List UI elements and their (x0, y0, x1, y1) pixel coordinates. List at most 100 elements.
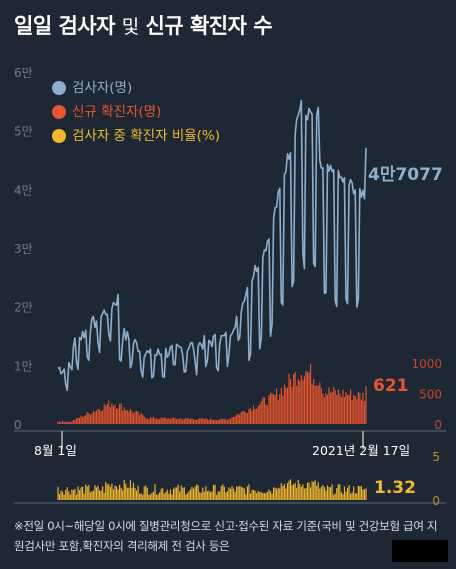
cases-bar (285, 387, 287, 424)
ratio-bar (283, 484, 285, 500)
cases-bar (242, 410, 244, 424)
ratio-bar (183, 487, 185, 500)
ratio-bar (263, 493, 265, 500)
ratio-bar (237, 486, 239, 500)
ratio-bar (308, 482, 310, 500)
ratio-bar (239, 485, 241, 500)
ratio-bar (343, 486, 346, 500)
grid (14, 430, 446, 504)
ratio-bar (299, 483, 301, 500)
cases-bar (330, 392, 332, 424)
ratio-bar (326, 485, 329, 500)
ratio-bar (254, 490, 256, 500)
ratio-bar (143, 486, 145, 500)
cases-bar (94, 412, 96, 424)
ratio-bar (105, 481, 107, 500)
cases-bar (86, 412, 88, 424)
ratio-bar (211, 491, 213, 500)
ratio-bar (188, 491, 190, 500)
cases-bar (266, 405, 269, 424)
cases-bar (360, 399, 362, 424)
cases-bar (126, 410, 128, 424)
ratio-bar (282, 485, 284, 500)
cases-bar (348, 394, 350, 424)
ratio-bar (246, 486, 248, 500)
cases-bar (297, 379, 299, 424)
cases-bar (85, 415, 87, 424)
cases-bar (115, 408, 118, 424)
legend-tests-label: 검사자(명) (72, 80, 133, 96)
cases-bar (71, 421, 73, 424)
cases-bar (350, 389, 352, 424)
ratio-bar (91, 491, 93, 500)
cases-bar (154, 418, 156, 424)
ratio-bar (83, 493, 85, 500)
cases-bar (152, 416, 155, 424)
ratio-bar (249, 493, 252, 500)
ratio-bar (115, 486, 118, 500)
cases-bar (336, 394, 338, 424)
ratio-bar (111, 483, 113, 500)
ratio-bar (80, 487, 82, 500)
cases-bar (192, 419, 195, 424)
cases-bar (283, 384, 285, 424)
cases-bar (132, 413, 135, 424)
ratio-bar (58, 494, 61, 500)
cases-bar (209, 418, 212, 424)
ratio-bar (242, 487, 244, 500)
ratio-bar (360, 486, 362, 500)
ratio-bar (303, 488, 305, 500)
ratio-bar (259, 492, 261, 500)
cases-bar (137, 411, 139, 424)
cases-bar (119, 403, 121, 424)
cases-bar (239, 414, 241, 424)
tests-end-value: 4만7077 (368, 165, 443, 185)
cases-bar (359, 393, 361, 424)
ratio-bar (160, 488, 162, 500)
cases-bar (211, 419, 213, 424)
ratio-bar (336, 487, 338, 500)
ratio-bar (191, 486, 193, 500)
ratio-bar (120, 487, 122, 500)
cases-bar (311, 384, 313, 424)
ratio-bar (350, 493, 352, 500)
cases-bar (268, 395, 270, 424)
ratio-bar (331, 484, 333, 500)
ratio-bar (92, 490, 94, 500)
cases-bar (188, 418, 190, 424)
cases-bar (357, 391, 359, 424)
ratio-bar (219, 491, 221, 500)
ratio-bar (166, 489, 168, 500)
ratio-bar (225, 492, 227, 500)
legend-cases-swatch (52, 105, 66, 119)
cases-bar (328, 387, 330, 424)
cases-bar (117, 408, 119, 424)
cases-bar (351, 399, 353, 424)
cases-bar (214, 419, 216, 424)
ratio-bar (126, 487, 128, 500)
cases-bar (176, 418, 178, 424)
cases-bar (75, 418, 78, 424)
ratio-bar (94, 485, 96, 500)
cases-bar (102, 410, 104, 424)
cases-bar (103, 404, 105, 424)
cases-bar (148, 419, 150, 424)
ratio-bar (97, 485, 99, 500)
ratio-bar (163, 493, 165, 500)
ratio-bar (197, 485, 199, 500)
ratio-bar (251, 489, 253, 500)
ratio-bar (216, 494, 218, 500)
cases-bar (69, 421, 71, 424)
ratio-bar (274, 487, 276, 500)
tests-y-tick: 2만 (14, 301, 33, 315)
ratio-bar (165, 492, 167, 500)
ratio-bar (276, 488, 278, 500)
cases-bar (128, 411, 130, 424)
ratio-bar (134, 488, 136, 500)
x-label-end: 2021년 2월 17일 (312, 443, 411, 458)
tests-y-tick: 3만 (14, 242, 33, 256)
ratio-bar (106, 484, 108, 500)
ratio-bar (305, 488, 307, 500)
cases-bar (95, 410, 98, 424)
